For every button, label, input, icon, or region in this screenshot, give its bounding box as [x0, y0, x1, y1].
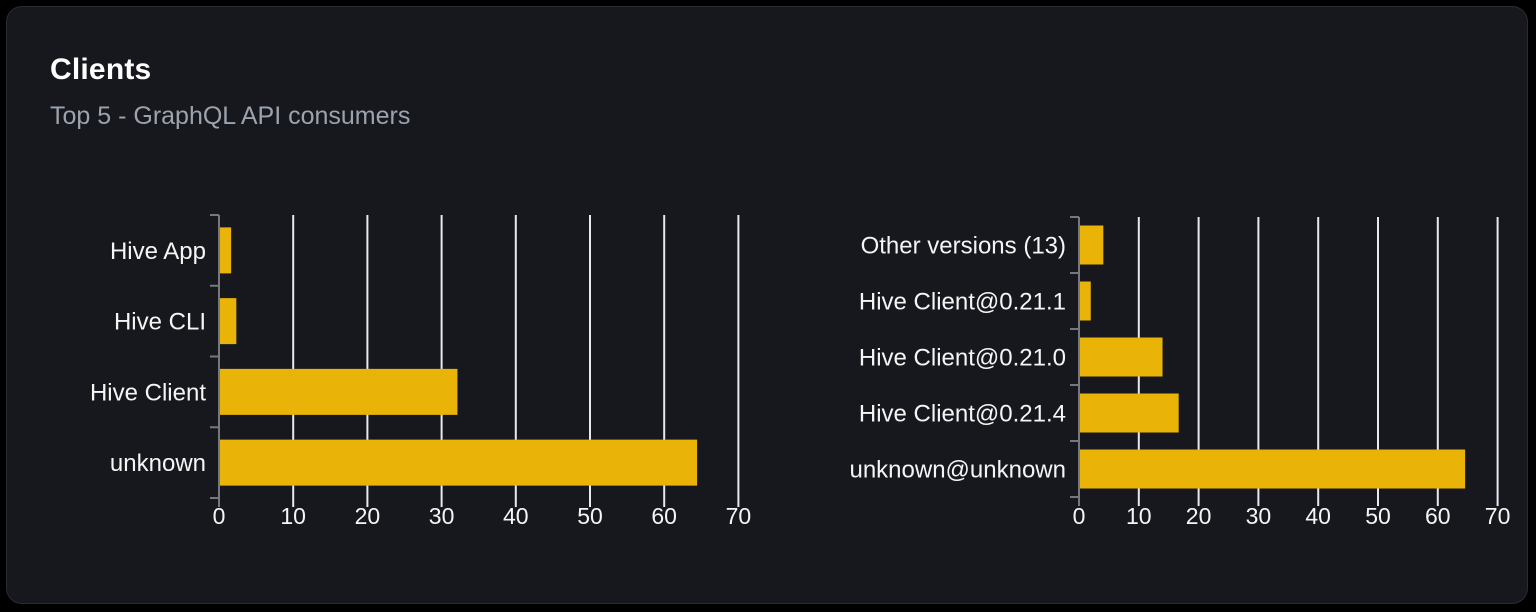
x-tick-label: 30 [429, 503, 455, 529]
top-client-versions-bar-chart: 0 10 20 30 40 50 60 70 Other versions (13) Hive C… [849, 216, 1511, 529]
x-tick-label: 20 [1186, 503, 1212, 529]
category-label: unknown@unknown [849, 457, 1066, 484]
bar [220, 439, 698, 486]
x-tick-label: 70 [726, 503, 752, 529]
x-tick-label: 0 [1073, 503, 1086, 529]
card-title: Clients [50, 53, 152, 86]
x-tick-label: 70 [1485, 503, 1511, 529]
x-tick-label: 30 [1246, 503, 1272, 529]
bar [1080, 281, 1091, 321]
x-tick-label: 20 [355, 503, 381, 529]
category-label: Other versions (13) [861, 233, 1066, 260]
category-label: Hive CLI [114, 309, 206, 336]
bar [1080, 225, 1104, 265]
x-tick-label: 60 [651, 503, 677, 529]
bar [220, 368, 458, 415]
category-label: Hive Client@0.21.0 [859, 345, 1066, 372]
bar [1080, 393, 1179, 433]
category-label: unknown [110, 450, 206, 477]
category-label: Hive App [110, 238, 206, 265]
x-tick-label: 10 [1126, 503, 1152, 529]
category-label: Hive Client@0.21.4 [859, 401, 1066, 428]
category-label: Hive Client@0.21.1 [859, 289, 1066, 316]
bar [1080, 337, 1163, 377]
x-tick-label: 60 [1425, 503, 1451, 529]
bar [220, 227, 232, 274]
bar [1080, 449, 1466, 489]
x-tick-label: 10 [280, 503, 306, 529]
category-label: Hive Client [90, 379, 206, 406]
x-tick-label: 50 [1365, 503, 1391, 529]
x-tick-label: 40 [503, 503, 529, 529]
clients-card: Clients Top 5 - GraphQL API consumers 0 1… [6, 6, 1528, 604]
card-subtitle: Top 5 - GraphQL API consumers [50, 102, 411, 130]
x-tick-label: 0 [213, 503, 226, 529]
top-clients-bar-chart: 0 10 20 30 40 50 60 70 Hive App Hive CLI Hive Clie… [90, 214, 752, 529]
bar [220, 298, 237, 345]
x-tick-label: 50 [577, 503, 603, 529]
x-tick-label: 40 [1305, 503, 1331, 529]
